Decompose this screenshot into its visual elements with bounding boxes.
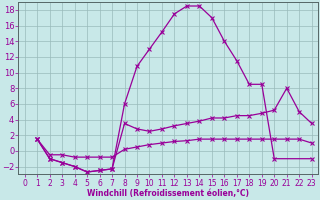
X-axis label: Windchill (Refroidissement éolien,°C): Windchill (Refroidissement éolien,°C) <box>87 189 249 198</box>
